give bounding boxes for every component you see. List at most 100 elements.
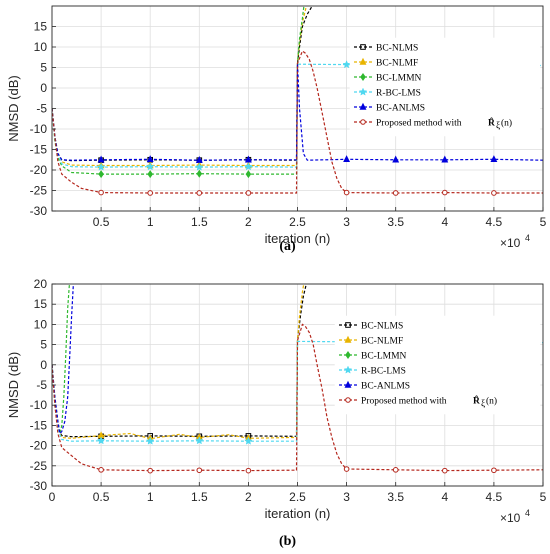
legend: BC-NLMS BC-NLMF BC-LMMN R-BC-LMS BC-ANLMS Pro… (349, 37, 541, 137)
series-marker-5 (245, 190, 252, 196)
legend-math-argument: (n) (501, 118, 512, 129)
x-tick-label: 1.5 (191, 490, 208, 504)
series-marker-4 (97, 155, 105, 163)
series-marker-3 (96, 162, 106, 171)
y-tick-label: -25 (30, 184, 48, 198)
series-group (52, 6, 543, 196)
x-tick-label: 0.5 (93, 215, 110, 229)
series-marker-5 (196, 190, 203, 196)
series-marker-5 (392, 190, 399, 196)
series-marker-3 (145, 162, 155, 171)
y-tick-label: -30 (30, 204, 48, 218)
x-axis-label: iteration (n) (265, 506, 331, 521)
y-tick-label: -5 (36, 378, 47, 392)
x-tick-label: 3.5 (387, 490, 404, 504)
series-marker-3 (244, 162, 253, 171)
x-tick-label: 2 (245, 490, 252, 504)
x-tick-label: 4.5 (486, 490, 503, 504)
series-marker-5 (343, 466, 350, 472)
x-multiplier-exponent: 4 (525, 233, 530, 243)
legend-marker-1 (344, 335, 352, 343)
x-multiplier-exponent: 4 (525, 508, 530, 518)
y-tick-label: -30 (30, 479, 48, 493)
legend-label-3: R-BC-LMS (361, 367, 406, 377)
series-marker-5 (442, 467, 448, 474)
legend-marker-2 (345, 351, 351, 359)
legend-marker-1 (359, 57, 367, 65)
series-marker-5 (98, 189, 104, 196)
legend-marker-2 (360, 73, 366, 81)
series-marker-5 (343, 189, 350, 196)
series-marker-5 (442, 189, 448, 196)
series-marker-2 (196, 169, 203, 178)
series-marker-5 (147, 190, 153, 196)
legend-marker-5 (360, 119, 366, 125)
series-marker-5 (196, 467, 203, 474)
y-tick-label: 15 (34, 20, 48, 34)
series-marker-4 (244, 155, 252, 163)
series-line-4 (52, 63, 543, 161)
x-tick-label: 3 (343, 215, 350, 229)
series-line-1 (52, 284, 305, 440)
legend-label-3: R-BC-LMS (376, 89, 421, 99)
x-tick-label: 3.5 (387, 215, 404, 229)
series-marker-3 (145, 436, 155, 445)
series-line-4 (52, 284, 74, 435)
series-line-5 (52, 323, 543, 472)
series-marker-5 (98, 467, 104, 473)
series-marker-4 (392, 155, 400, 163)
legend-math-symbol: R̂ (473, 394, 480, 406)
series-marker-4 (195, 155, 203, 163)
y-tick-label: -20 (30, 163, 48, 177)
y-tick-label: 5 (40, 338, 47, 352)
series-marker-2 (245, 170, 252, 179)
series-marker-3 (244, 436, 253, 445)
x-tick-label: 1 (147, 490, 154, 504)
legend-marker-4 (359, 102, 367, 110)
y-tick-label: -5 (36, 102, 47, 116)
y-tick-label: 0 (40, 358, 47, 372)
panel-caption: (a) (279, 239, 296, 254)
legend-label-4: BC-ANLMS (361, 382, 410, 392)
legend-marker-0 (360, 44, 366, 50)
legend-label-1: BC-NLMF (361, 337, 403, 347)
legend-label-0: BC-NLMS (361, 322, 403, 332)
y-tick-label: -25 (30, 459, 48, 473)
x-tick-label: 5 (540, 490, 547, 504)
legend-marker-3 (343, 365, 353, 374)
x-tick-label: 0 (49, 490, 56, 504)
x-tick-label: 1 (147, 215, 154, 229)
y-axis-label: NMSD (dB) (6, 75, 21, 141)
y-tick-label: -10 (30, 398, 48, 412)
x-tick-label: 4 (441, 215, 448, 229)
series-line-2 (52, 6, 305, 175)
series-group (52, 284, 543, 474)
series-marker-3 (96, 436, 106, 445)
x-tick-label: 2.5 (289, 215, 306, 229)
series-marker-3 (195, 436, 204, 445)
x-tick-label: 4 (441, 490, 448, 504)
y-tick-label: 5 (40, 61, 47, 75)
y-tick-label: 10 (34, 317, 48, 331)
series-marker-2 (147, 170, 153, 179)
legend-math-subscript: ξ (481, 399, 486, 409)
legend: BC-NLMS BC-NLMF BC-LMMN R-BC-LMS BC-ANLMS Pro… (334, 315, 541, 415)
y-tick-label: 15 (34, 297, 48, 311)
legend-label-5: Proposed method with (361, 397, 447, 407)
series-marker-4 (343, 155, 351, 163)
legend-math-argument: (n) (486, 396, 497, 407)
series-marker-2 (98, 170, 104, 179)
series-marker-5 (245, 467, 252, 474)
legend-label-2: BC-LMMN (361, 352, 407, 362)
series-marker-3 (195, 162, 204, 171)
series-line-5 (52, 50, 543, 194)
y-tick-label: -15 (30, 418, 48, 432)
legend-marker-4 (344, 380, 352, 388)
x-tick-label: 0.5 (93, 490, 110, 504)
y-tick-label: -15 (30, 143, 48, 157)
y-tick-label: 20 (34, 277, 48, 291)
series-marker-5 (147, 467, 153, 474)
legend-box (349, 37, 541, 137)
y-tick-label: -20 (30, 439, 48, 453)
